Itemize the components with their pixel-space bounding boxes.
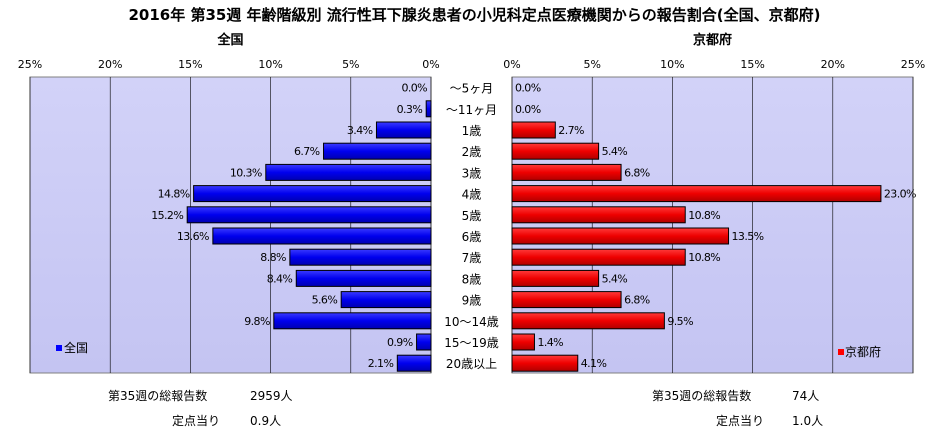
national-total-value: 2959人 (250, 389, 293, 403)
national-data-label: 14.8% (158, 188, 190, 201)
national-data-label: 9.8% (244, 315, 270, 328)
kyoto-panel-title: 京都府 (693, 32, 732, 48)
national-legend-label: 全国 (64, 340, 88, 355)
chart-title: 2016年 第35週 年齢階級別 流行性耳下腺炎患者の小児科定点医療機関からの報… (128, 6, 821, 24)
national-total-label: 第35週の総報告数 (108, 389, 208, 403)
kyoto-per-label: 定点当り (716, 414, 765, 428)
national-bar (396, 354, 432, 372)
national-bar (273, 312, 432, 330)
national-tick-label: 20% (98, 58, 122, 71)
national-data-label: 8.8% (260, 251, 286, 264)
national-bar (212, 227, 432, 245)
national-tick-label: 25% (18, 58, 42, 71)
national-bar (425, 100, 432, 118)
category-label: 3歳 (462, 166, 482, 180)
category-label: 5歳 (462, 209, 482, 223)
kyoto-bar (511, 269, 600, 287)
category-label: 7歳 (462, 251, 482, 265)
national-bar (295, 269, 432, 287)
national-legend-swatch (56, 345, 62, 351)
national-data-label: 2.1% (368, 357, 394, 370)
national-per-label: 定点当り (172, 414, 221, 428)
national-data-label: 15.2% (151, 209, 183, 222)
kyoto-legend-swatch (838, 349, 844, 355)
kyoto-bar (511, 163, 622, 181)
category-label: 15～19歳 (444, 336, 499, 350)
national-bar (416, 333, 432, 351)
kyoto-data-label: 10.8% (688, 251, 720, 264)
kyoto-legend-label: 京都府 (845, 344, 881, 359)
kyoto-bar (511, 291, 622, 309)
national-data-label: 0.3% (397, 103, 423, 116)
national-data-label: 3.4% (347, 124, 373, 137)
national-bar (186, 206, 432, 224)
category-label: 6歳 (462, 230, 482, 244)
kyoto-tick-label: 0% (503, 58, 520, 71)
category-label: ～11ヶ月 (446, 103, 497, 117)
kyoto-total-label: 第35週の総報告数 (652, 389, 752, 403)
category-label: ～5ヶ月 (450, 82, 494, 96)
kyoto-tick-label: 25% (901, 58, 925, 71)
kyoto-tick-label: 15% (740, 58, 764, 71)
kyoto-data-label: 9.5% (667, 315, 693, 328)
kyoto-data-label: 23.0% (884, 188, 916, 201)
kyoto-data-label: 2.7% (558, 124, 584, 137)
kyoto-bar (511, 354, 579, 372)
category-label: 9歳 (462, 294, 482, 308)
national-bar (375, 121, 432, 139)
kyoto-data-label: 5.4% (602, 145, 628, 158)
kyoto-tick-label: 20% (821, 58, 845, 71)
national-data-label: 6.7% (294, 145, 320, 158)
national-data-label: 8.4% (267, 272, 293, 285)
kyoto-data-label: 4.1% (581, 357, 607, 370)
kyoto-per-value: 1.0人 (792, 414, 824, 428)
kyoto-data-label: 0.0% (515, 82, 541, 95)
category-label: 2歳 (462, 145, 482, 159)
national-bar (340, 291, 432, 309)
category-label: 8歳 (462, 272, 482, 286)
national-bar (193, 185, 432, 203)
national-bar (323, 142, 432, 160)
national-data-label: 0.0% (401, 82, 427, 95)
kyoto-tick-label: 10% (660, 58, 684, 71)
kyoto-bar (511, 248, 686, 266)
national-tick-label: 0% (422, 58, 439, 71)
kyoto-data-label: 13.5% (732, 230, 764, 243)
kyoto-tick-label: 5% (583, 58, 600, 71)
kyoto-bar (511, 227, 730, 245)
national-data-label: 0.9% (387, 336, 413, 349)
national-panel-title: 全国 (216, 32, 243, 48)
kyoto-bar (511, 185, 882, 203)
category-label: 4歳 (462, 188, 482, 202)
kyoto-data-label: 0.0% (515, 103, 541, 116)
national-bar (289, 248, 432, 266)
kyoto-data-label: 10.8% (688, 209, 720, 222)
national-data-label: 10.3% (230, 166, 262, 179)
national-data-label: 13.6% (177, 230, 209, 243)
national-data-label: 5.6% (312, 294, 338, 307)
kyoto-bar (511, 333, 535, 351)
national-tick-label: 10% (258, 58, 282, 71)
kyoto-data-label: 5.4% (602, 272, 628, 285)
national-tick-label: 5% (342, 58, 359, 71)
national-per-value: 0.9人 (250, 414, 282, 428)
category-label: 20歳以上 (446, 357, 497, 371)
kyoto-data-label: 6.8% (624, 166, 650, 179)
kyoto-bar (511, 142, 600, 160)
category-label: 1歳 (462, 124, 482, 138)
category-label: 10～14歳 (444, 315, 499, 329)
national-tick-label: 15% (178, 58, 202, 71)
kyoto-bar (511, 121, 556, 139)
kyoto-data-label: 1.4% (537, 336, 563, 349)
kyoto-total-value: 74人 (792, 389, 820, 403)
kyoto-bar (511, 206, 686, 224)
kyoto-bar (511, 312, 665, 330)
national-bar (265, 163, 432, 181)
kyoto-data-label: 6.8% (624, 294, 650, 307)
